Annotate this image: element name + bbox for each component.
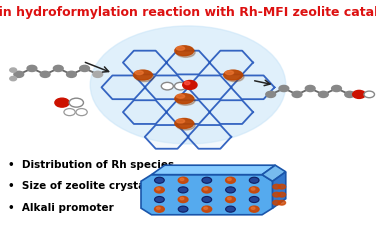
Circle shape: [69, 98, 83, 107]
Circle shape: [183, 80, 197, 89]
Circle shape: [156, 207, 160, 209]
Circle shape: [204, 207, 208, 209]
Circle shape: [364, 91, 374, 98]
Ellipse shape: [175, 118, 194, 128]
Ellipse shape: [176, 94, 185, 98]
Ellipse shape: [176, 95, 195, 105]
Circle shape: [76, 109, 87, 116]
Circle shape: [27, 65, 37, 72]
Text: •  Alkali promoter: • Alkali promoter: [8, 203, 113, 213]
Circle shape: [273, 200, 280, 205]
Polygon shape: [145, 76, 188, 99]
Circle shape: [14, 71, 24, 77]
Circle shape: [278, 200, 286, 205]
Polygon shape: [273, 172, 286, 208]
Circle shape: [227, 178, 231, 181]
Ellipse shape: [224, 70, 243, 80]
Ellipse shape: [90, 26, 286, 144]
Circle shape: [180, 178, 184, 181]
Ellipse shape: [225, 72, 244, 82]
Ellipse shape: [175, 46, 194, 56]
Circle shape: [80, 65, 89, 72]
Circle shape: [251, 188, 255, 190]
Circle shape: [156, 188, 160, 190]
Circle shape: [202, 177, 212, 183]
Circle shape: [178, 196, 188, 202]
Circle shape: [185, 81, 190, 85]
Polygon shape: [166, 100, 210, 124]
Circle shape: [40, 71, 50, 77]
Circle shape: [226, 187, 235, 193]
Ellipse shape: [135, 72, 154, 82]
Circle shape: [305, 85, 315, 92]
Circle shape: [178, 206, 188, 212]
Circle shape: [249, 187, 259, 193]
Circle shape: [226, 196, 235, 202]
Circle shape: [202, 187, 212, 193]
Circle shape: [273, 192, 280, 197]
Circle shape: [10, 76, 17, 81]
Polygon shape: [102, 76, 145, 99]
Circle shape: [279, 85, 289, 92]
Ellipse shape: [225, 71, 233, 75]
Polygon shape: [166, 51, 210, 74]
Circle shape: [353, 90, 365, 98]
Circle shape: [249, 177, 259, 183]
Ellipse shape: [133, 70, 152, 80]
Circle shape: [180, 197, 184, 200]
Polygon shape: [141, 175, 273, 215]
Circle shape: [155, 206, 164, 212]
Ellipse shape: [176, 47, 195, 57]
Circle shape: [226, 177, 235, 183]
Circle shape: [278, 192, 286, 197]
Ellipse shape: [135, 71, 143, 75]
Polygon shape: [231, 76, 274, 99]
Polygon shape: [123, 100, 167, 124]
Circle shape: [292, 91, 302, 97]
Circle shape: [161, 82, 173, 90]
Circle shape: [226, 206, 235, 212]
Circle shape: [251, 207, 255, 209]
Circle shape: [10, 68, 17, 72]
Circle shape: [332, 85, 341, 92]
Circle shape: [227, 197, 231, 200]
Circle shape: [155, 177, 164, 183]
Ellipse shape: [175, 94, 194, 104]
Circle shape: [178, 187, 188, 193]
Circle shape: [155, 196, 164, 202]
Text: •  Distribution of Rh species: • Distribution of Rh species: [8, 160, 174, 170]
Polygon shape: [152, 165, 275, 175]
Circle shape: [249, 206, 259, 212]
Ellipse shape: [176, 120, 195, 130]
Circle shape: [178, 177, 188, 183]
Circle shape: [345, 91, 355, 97]
Polygon shape: [209, 100, 253, 124]
Circle shape: [64, 109, 75, 116]
Circle shape: [278, 184, 286, 189]
Circle shape: [155, 187, 164, 193]
Circle shape: [202, 196, 212, 202]
Ellipse shape: [176, 119, 185, 123]
Circle shape: [202, 206, 212, 212]
Polygon shape: [123, 51, 167, 74]
Polygon shape: [188, 125, 231, 149]
Circle shape: [204, 188, 208, 190]
Text: Olefin hydroformylation reaction with Rh-MFI zeolite catalysts: Olefin hydroformylation reaction with Rh…: [0, 6, 376, 19]
Polygon shape: [145, 125, 188, 149]
Ellipse shape: [176, 46, 185, 50]
Circle shape: [273, 184, 280, 189]
Circle shape: [53, 65, 63, 72]
Polygon shape: [209, 51, 253, 74]
Polygon shape: [188, 76, 231, 99]
Text: •  Size of zeolite crystallite: • Size of zeolite crystallite: [8, 181, 168, 191]
Circle shape: [67, 71, 76, 77]
Circle shape: [266, 91, 276, 97]
Circle shape: [55, 98, 69, 107]
Circle shape: [174, 82, 186, 90]
Circle shape: [318, 91, 328, 97]
Polygon shape: [262, 165, 286, 181]
Circle shape: [93, 71, 103, 77]
Circle shape: [249, 196, 259, 202]
